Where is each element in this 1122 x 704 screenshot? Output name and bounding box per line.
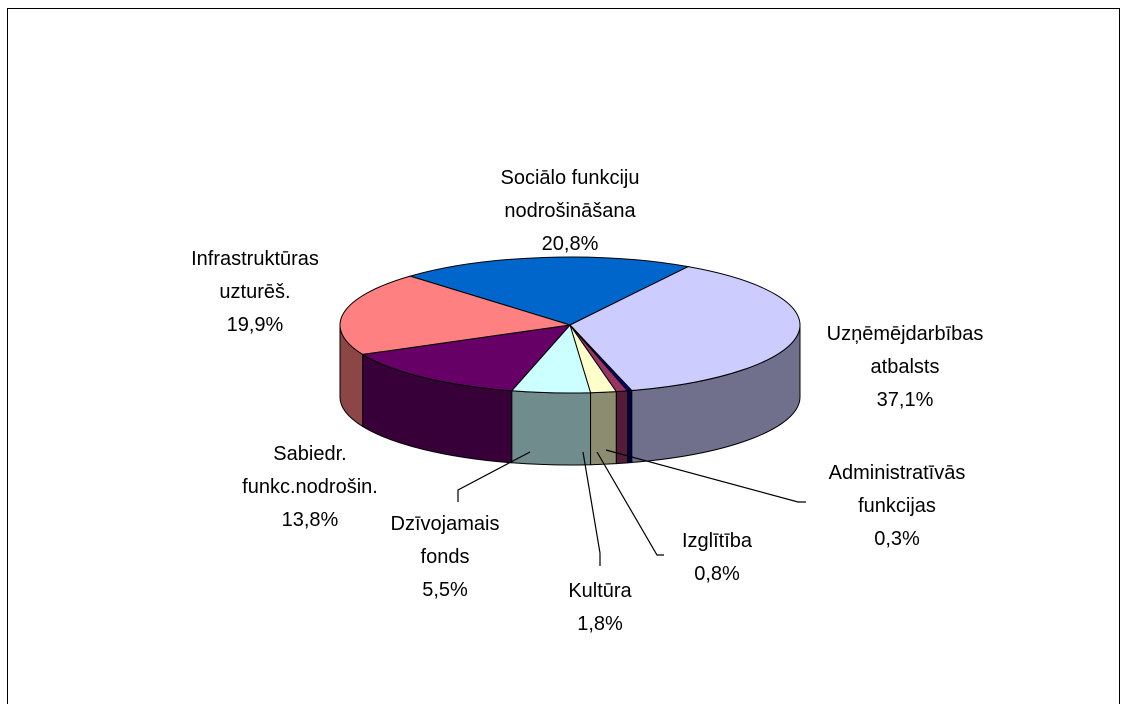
data-label: Sabiedr. funkc.nodrošin. 13,8% xyxy=(242,438,378,537)
value-label: 13,8% xyxy=(281,509,339,531)
value-label: 5,5% xyxy=(422,579,468,601)
slice xyxy=(569,266,801,392)
value-label: 20,8% xyxy=(541,233,599,255)
leader-lines xyxy=(457,449,806,566)
category-label: Izglītība xyxy=(681,530,753,552)
slice xyxy=(361,324,572,392)
data-label: Kultūra 1,8% xyxy=(568,575,631,641)
slice-side xyxy=(627,389,633,464)
value-label: 19,9% xyxy=(226,314,284,336)
value-label: 0,3% xyxy=(874,528,920,550)
data-label: Dzīvojamais fonds 5,5% xyxy=(391,508,500,607)
category-label: Infrastruktūras uzturēš. xyxy=(191,248,319,303)
data-label: Sociālo funkciju nodrošināšana 20,8% xyxy=(501,162,640,261)
category-label: Dzīvojamais fonds xyxy=(390,513,500,568)
data-label: Administratīvās funkcijas 0,3% xyxy=(829,457,966,556)
slice xyxy=(339,275,571,355)
leader-line xyxy=(582,451,601,566)
data-label: Infrastruktūras uzturēš. 19,9% xyxy=(191,243,319,342)
category-label: Sociālo funkciju nodrošināšana xyxy=(500,167,640,222)
category-label: Administratīvās funkcijas xyxy=(828,462,966,517)
value-label: 1,8% xyxy=(577,613,623,635)
category-label: Uzņēmējdarbības atbalsts xyxy=(826,323,984,378)
slice-side xyxy=(511,390,592,466)
data-label: Izglītība 0,8% xyxy=(682,525,752,591)
data-label: Uzņēmējdarbības atbalsts 37,1% xyxy=(827,318,984,417)
frame xyxy=(7,8,1120,704)
leader-line xyxy=(596,451,664,556)
category-label: Kultūra xyxy=(568,580,632,602)
category-label: Sabiedr. funkc.nodrošin. xyxy=(242,443,378,498)
leader-line xyxy=(605,449,806,503)
leader-line xyxy=(457,451,531,502)
pie xyxy=(339,256,801,466)
slice xyxy=(408,256,690,326)
value-label: 0,8% xyxy=(694,563,740,585)
slice-side xyxy=(590,391,617,466)
value-label: 37,1% xyxy=(876,389,934,411)
